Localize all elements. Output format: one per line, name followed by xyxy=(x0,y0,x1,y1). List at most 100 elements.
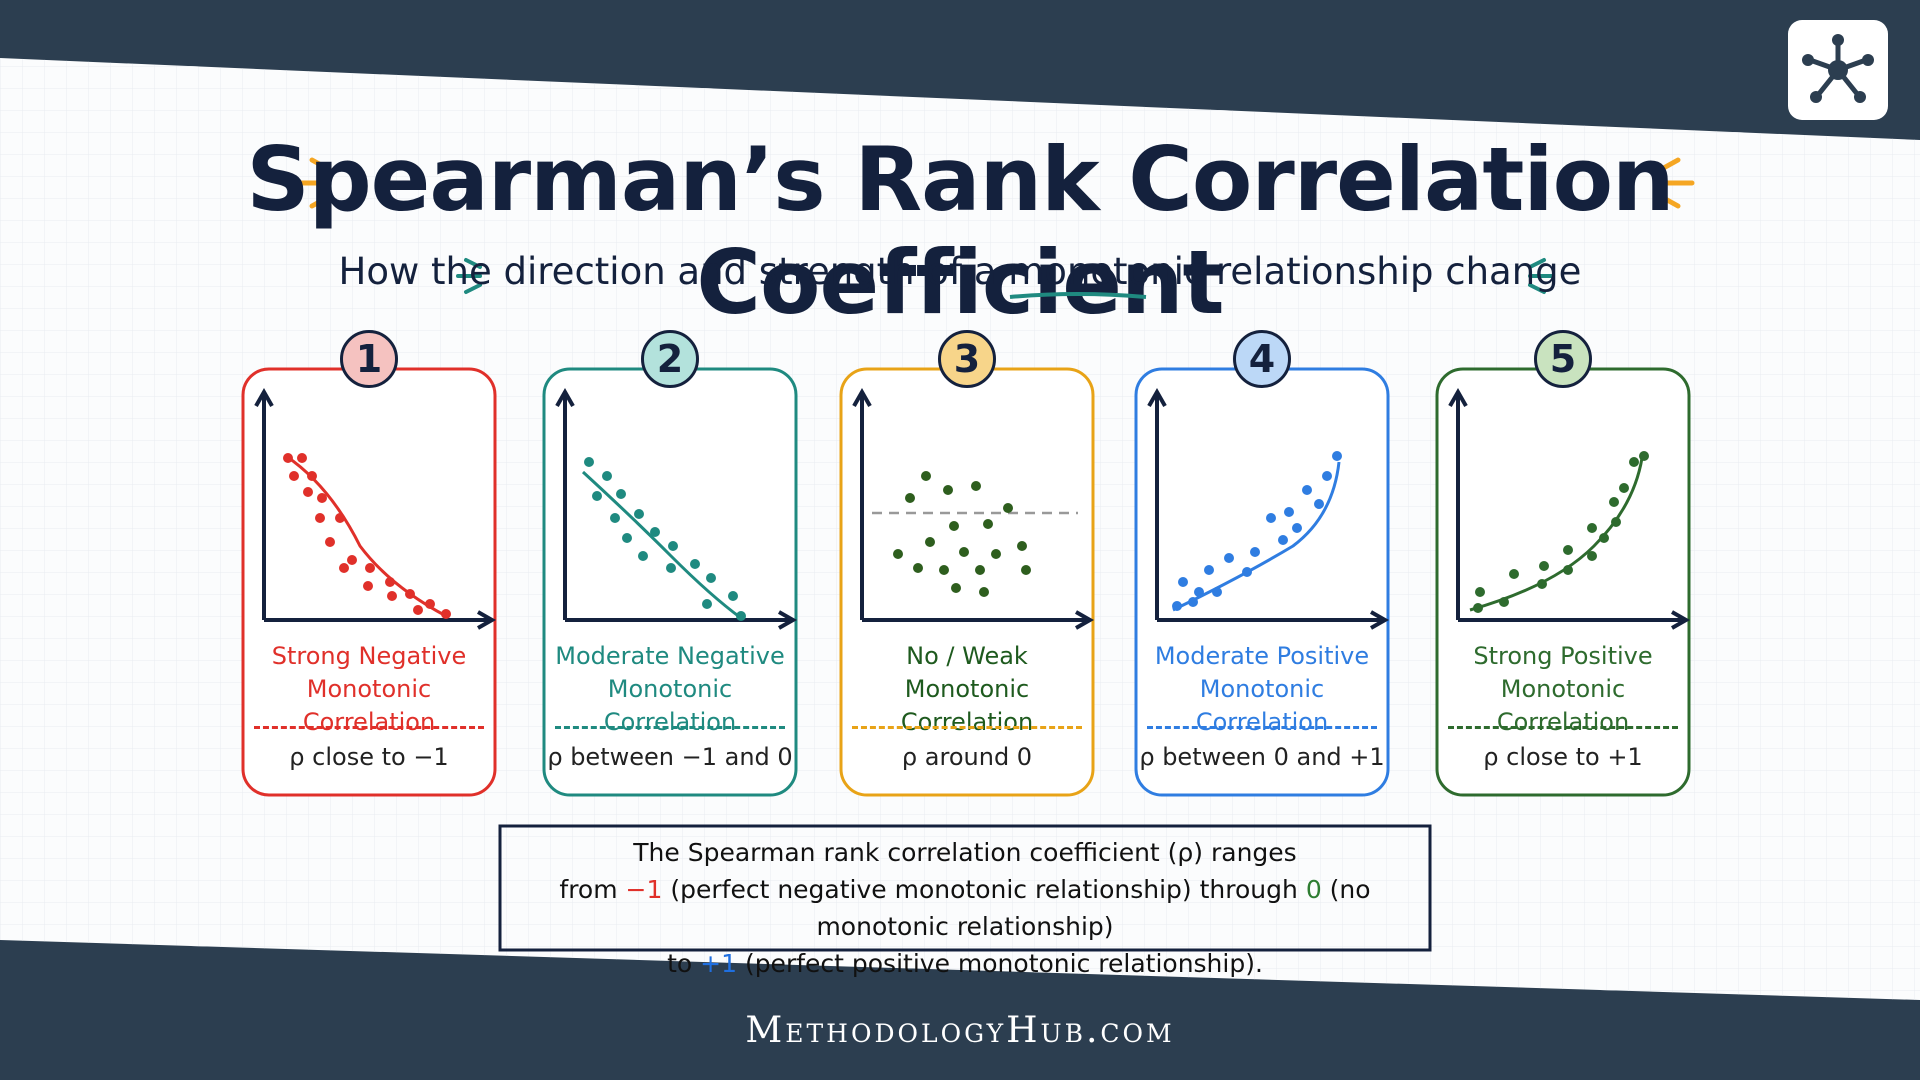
summary-line-3: to +1 (perfect positive monotonic relati… xyxy=(500,945,1430,982)
scatter-point xyxy=(666,563,676,573)
scatter-point xyxy=(650,527,660,537)
scatter-point xyxy=(1172,601,1182,611)
emphasis-underline xyxy=(1010,292,1147,299)
card-4-badge: 4 xyxy=(1233,330,1291,388)
scatter-point xyxy=(1204,565,1214,575)
scatter-point xyxy=(317,493,327,503)
label-line-2: Monotonic Correlation xyxy=(302,675,436,736)
scatter-point xyxy=(315,513,325,523)
scatter-point xyxy=(1224,553,1234,563)
title-sparks-right xyxy=(1657,157,1695,209)
scatter-point xyxy=(1563,545,1573,555)
scatter-point xyxy=(387,591,397,601)
scatter-point xyxy=(893,549,903,559)
card-1-label: Strong Negative Monotonic Correlation xyxy=(240,640,498,739)
subtitle-text-after: relationship change xyxy=(1216,250,1582,293)
scatter-point xyxy=(983,519,993,529)
scatter-point xyxy=(602,471,612,481)
scatter-point xyxy=(616,489,626,499)
card-2-divider xyxy=(555,726,785,729)
scatter-point xyxy=(385,577,395,587)
footer-site[interactable]: MethodologyHub.com xyxy=(745,1010,1175,1051)
scatter-point xyxy=(634,509,644,519)
scatter-point xyxy=(335,513,345,523)
card-4-rho: ρ between 0 and +1 xyxy=(1139,743,1385,771)
scatter-point xyxy=(413,605,423,615)
scatter-point xyxy=(959,547,969,557)
scatter-point xyxy=(913,563,923,573)
scatter-point xyxy=(1587,551,1597,561)
scatter-point xyxy=(1587,523,1597,533)
summary-text: The Spearman rank correlation coefficien… xyxy=(500,826,1430,978)
label-line-2: Monotonic Correlation xyxy=(603,675,737,736)
scatter-point xyxy=(1278,535,1288,545)
subtitle-emphasis-word: monotonic xyxy=(1008,250,1205,293)
scatter-point xyxy=(1284,507,1294,517)
label-line-2: Monotonic Correlation xyxy=(1195,675,1329,736)
page-subtitle: How the direction and strength of a mono… xyxy=(0,250,1920,299)
summary-pos-value: +1 xyxy=(700,949,737,978)
plot-axis-arrows xyxy=(555,387,798,630)
label-line-1: Strong Positive xyxy=(1473,642,1653,670)
scatter-point xyxy=(297,453,307,463)
scatter-point xyxy=(1473,603,1483,613)
card-3-label: No / Weak Monotonic Correlation xyxy=(838,640,1096,739)
scatter-point xyxy=(1537,579,1547,589)
scatter-point xyxy=(1639,451,1649,461)
scatter-point xyxy=(979,587,989,597)
scatter-point xyxy=(365,563,375,573)
card-2-rho: ρ between −1 and 0 xyxy=(547,743,793,771)
plot-axis-arrows xyxy=(1448,387,1691,630)
scatter-point xyxy=(1314,499,1324,509)
label-line-2: Monotonic Correlation xyxy=(1496,675,1630,736)
summary-neg-value: −1 xyxy=(625,875,663,904)
plot-axis-arrows xyxy=(1147,387,1390,630)
scatter-point xyxy=(1302,485,1312,495)
card-1-frame xyxy=(241,367,497,797)
label-line-1: Moderate Negative xyxy=(555,642,785,670)
network-hub-icon xyxy=(1802,34,1874,103)
card-5-frame xyxy=(1435,367,1691,797)
summary-to: to xyxy=(667,949,693,978)
summary-line-1: The Spearman rank correlation coefficien… xyxy=(633,838,1297,867)
trend-curve xyxy=(1172,461,1341,612)
scatter-point xyxy=(1599,533,1609,543)
scatter-point xyxy=(303,487,313,497)
scatter-point xyxy=(668,541,678,551)
scatter-point xyxy=(943,485,953,495)
summary-none: (no monotonic relationship) xyxy=(816,875,1371,941)
scatter-point xyxy=(592,491,602,501)
card-5-divider xyxy=(1448,726,1678,729)
scatter-point xyxy=(1266,513,1276,523)
card-4-label: Moderate Positive Monotonic Correlation xyxy=(1133,640,1391,739)
scatter-point xyxy=(363,581,373,591)
scatter-point xyxy=(975,565,985,575)
trend-curve xyxy=(1469,457,1644,612)
scatter-point xyxy=(1629,457,1639,467)
summary-zero-value: 0 xyxy=(1305,875,1322,904)
card-5-rho: ρ close to +1 xyxy=(1483,743,1643,771)
label-line-1: No / Weak xyxy=(906,642,1028,670)
scatter-point xyxy=(1017,541,1027,551)
logo[interactable] xyxy=(1788,20,1888,120)
summary-positive: (perfect positive monotonic relationship… xyxy=(744,949,1263,978)
scatter-point xyxy=(1003,503,1013,513)
scatter-point xyxy=(736,611,746,621)
card-1-rho: ρ close to −1 xyxy=(289,743,449,771)
trend-curve xyxy=(581,470,742,620)
summary-line-2: from −1 (perfect negative monotonic rela… xyxy=(500,871,1430,945)
scatter-point xyxy=(702,599,712,609)
scatter-point xyxy=(1322,471,1332,481)
summary-through: (perfect negative monotonic relationship… xyxy=(670,875,1298,904)
scatter-point xyxy=(925,537,935,547)
card-4-frame xyxy=(1134,367,1390,797)
card-3-frame xyxy=(839,367,1095,797)
subtitle-sparks-right xyxy=(1528,258,1554,294)
scatter-point xyxy=(347,555,357,565)
scatter-point xyxy=(1242,567,1252,577)
scatter-point xyxy=(441,609,451,619)
scatter-point xyxy=(584,457,594,467)
scatter-point xyxy=(951,583,961,593)
scatter-point xyxy=(622,533,632,543)
label-line-1: Moderate Positive xyxy=(1154,642,1370,670)
